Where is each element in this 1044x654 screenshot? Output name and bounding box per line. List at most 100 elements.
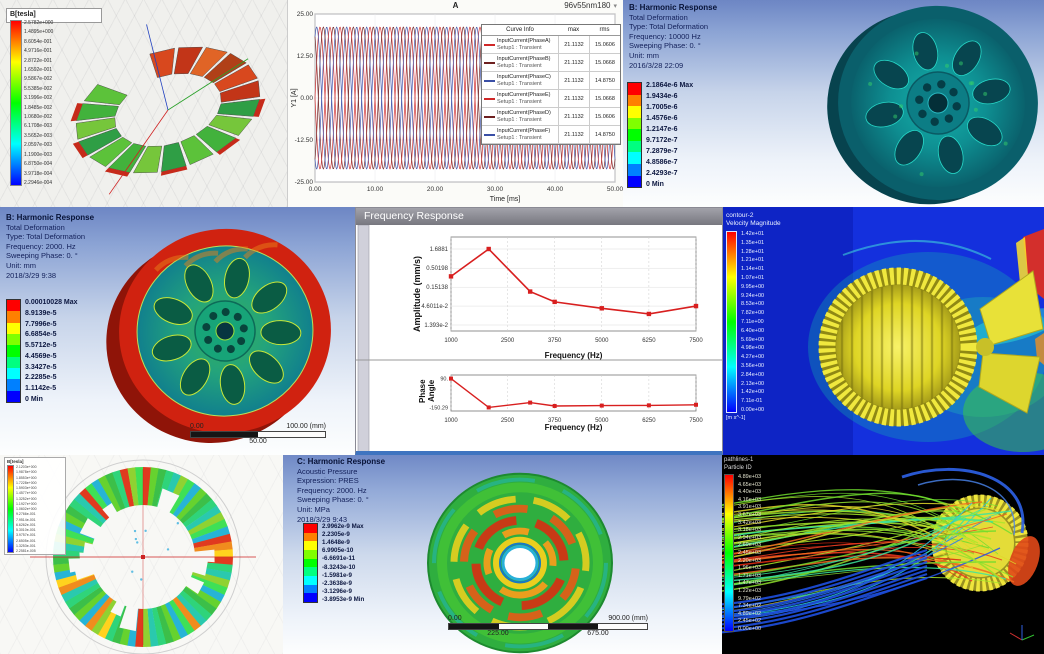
amplitude-axis-label: Amplitude (mm/s) <box>412 256 422 333</box>
curve-rms-value: 15.0668 <box>589 90 620 107</box>
svg-text:1.6881: 1.6881 <box>430 247 449 253</box>
legend-value: 3.3427e-5 <box>25 363 57 371</box>
legend-segment <box>304 593 317 603</box>
svg-text:40.00: 40.00 <box>547 186 564 193</box>
svg-text:1000: 1000 <box>444 338 458 344</box>
velocity-contour-plot <box>723 207 1044 455</box>
legend-segment <box>628 117 641 130</box>
svg-text:25.00: 25.00 <box>297 11 314 18</box>
legend-value: 9.24e+00 <box>741 292 765 299</box>
panel-current-plot: 25.00 12.50 0.00 -12.50 -25.00 0.00 10.00 20.00… <box>287 0 623 207</box>
legend-value: 3.5652e-003 <box>24 132 53 139</box>
panel-harmonic-response-teal-wheel: B: Harmonic Response Total Deformation T… <box>623 0 1044 207</box>
scale-ruler: 0.00 900.00 (mm) 225.00 675.00 <box>448 615 648 639</box>
legend-value: 8.6054e-001 <box>24 38 53 45</box>
info-line: Type: Total Deformation <box>629 22 709 32</box>
info-line: Expression: PRES <box>297 476 359 486</box>
legend-value: 7.11e+00 <box>741 318 764 325</box>
legend-value: 4.98e+00 <box>741 345 765 352</box>
legend-unit: [m s^-1] <box>726 415 746 421</box>
legend-segment <box>7 333 20 346</box>
legend-segment <box>628 163 641 176</box>
svg-text:0.15138: 0.15138 <box>426 285 448 291</box>
frequency-axis-label: Frequency (Hz) <box>544 351 603 360</box>
svg-text:3750: 3750 <box>548 418 562 424</box>
legend-value: 4.89e+03 <box>738 474 762 480</box>
plot-window-title: A <box>452 1 459 10</box>
result-info-block: B: Harmonic Response Total Deformation T… <box>6 213 94 280</box>
svg-text:-150.29: -150.29 <box>429 405 448 411</box>
legend-header-cell: max <box>567 27 580 33</box>
curve-swatch <box>484 79 495 82</box>
legend-segment <box>628 175 641 188</box>
deformation-color-legend: 2.1864e-6 Max 1.9434e-6 1.7005e-6 1.4576e-6… <box>627 82 693 188</box>
legend-value: 8.9139e-5 <box>25 309 57 317</box>
svg-text:2500: 2500 <box>501 338 515 344</box>
legend-value: 3.42e+03 <box>738 519 762 526</box>
legend-value: 1.1900e-003 <box>24 151 53 158</box>
info-line: Total Deformation <box>6 222 65 232</box>
legend-value: 6.6262e-001 <box>16 522 36 527</box>
curve-swatch <box>484 133 495 136</box>
legend-segment <box>7 379 20 391</box>
legend-segment <box>7 390 20 402</box>
legend-value: 4.65e+03 <box>738 481 762 488</box>
legend-value: 0.00010028 Max <box>25 299 78 306</box>
curve-rms-value: 14.8750 <box>589 72 620 89</box>
streamline-particle-plot <box>722 455 1044 654</box>
legend-title: Velocity Magnitude <box>726 220 781 227</box>
info-line: Unit: mm <box>629 50 659 60</box>
legend-segment <box>7 311 20 323</box>
legend-segment <box>304 558 317 568</box>
ruler-label: 0.00 <box>448 615 462 622</box>
info-line: Type: Total Deformation <box>6 232 86 242</box>
info-line: Acoustic Pressure <box>297 466 358 476</box>
particle-id-legend: pathlines-1 Particle ID 4.89e+03 4.65e+03… <box>724 457 761 632</box>
svg-text:30.00: 30.00 <box>487 186 504 193</box>
legend-value: 5.3010e-001 <box>16 528 36 532</box>
curve-max-value: 21.1132 <box>558 126 589 143</box>
info-line: Frequency: 2000. Hz <box>6 241 76 251</box>
legend-bar <box>627 82 642 188</box>
curve-rms-value: 14.8750 <box>589 126 620 143</box>
legend-value: -6.6691e-11 <box>322 555 356 563</box>
legend-labels: 2.9962e-9 Max 2.2305e-9 1.4648e-9 6.9905e-1… <box>322 523 364 603</box>
legend-segment <box>7 322 20 334</box>
info-line: 2016/3/28 22:09 <box>629 60 684 70</box>
legend-value: 2.1203e+000 <box>16 465 37 469</box>
info-line: Sweeping Phase: 0. ° <box>629 41 701 51</box>
b-field-colorbar: 2.1203e+000 1.9878e+000 1.8553e+000 1.7228e… <box>7 465 63 553</box>
panel-harmonic-response-red-wheel: B: Harmonic Response Total Deformation T… <box>0 207 357 455</box>
legend-segment <box>304 524 317 533</box>
legend-value: 6.6854e-5 <box>25 331 57 339</box>
legend-value: 5.69e+00 <box>741 336 765 343</box>
curve-max-value: 21.1132 <box>558 108 589 125</box>
legend-value: 9.5867e-002 <box>24 76 53 83</box>
window-title-bar[interactable]: Frequency Response <box>356 208 722 225</box>
legend-value: 7.82e+00 <box>741 310 765 317</box>
legend-value: 1.6592e-001 <box>24 67 53 74</box>
legend-value: 2.69e+03 <box>738 542 762 549</box>
curve-swatch <box>484 115 495 118</box>
legend-title: Particle ID <box>724 464 752 471</box>
curve-legend-row: InputCurrent(PhaseC) Setup1 : Transient 21… <box>482 72 620 90</box>
legend-segment <box>628 94 641 107</box>
legend-segment <box>628 129 641 141</box>
legend-value: 2.2946e-004 <box>24 179 53 186</box>
legend-value: 1.96e+03 <box>738 565 762 572</box>
svg-text:0.00: 0.00 <box>300 95 313 102</box>
legend-value: 1.2147e-6 <box>646 126 678 133</box>
legend-value: 1.0680e-002 <box>24 114 53 121</box>
legend-value: -1.5981e-9 <box>322 571 352 579</box>
legend-labels: 1.42e+01 1.35e+01 1.28e+01 1.21e+01 1.14e+01… <box>741 231 764 413</box>
toroid-coil-field-plot <box>70 24 266 195</box>
legend-value: 1.4895e+000 <box>24 29 54 36</box>
legend-segment <box>7 345 20 357</box>
b-field-colorbar: 2.5782e+000 1.4895e+000 8.6054e-001 4.9716e… <box>10 20 53 186</box>
svg-text:Time [ms]: Time [ms] <box>490 196 521 203</box>
legend-value: 4.8586e-7 <box>646 159 678 166</box>
legend-value: 1.4577e+000 <box>16 491 37 496</box>
frequency-axis-label: Frequency (Hz) <box>544 423 603 432</box>
legend-value: 2.13e+00 <box>741 380 765 387</box>
info-line: Sweeping Phase: 0. ° <box>297 495 369 505</box>
